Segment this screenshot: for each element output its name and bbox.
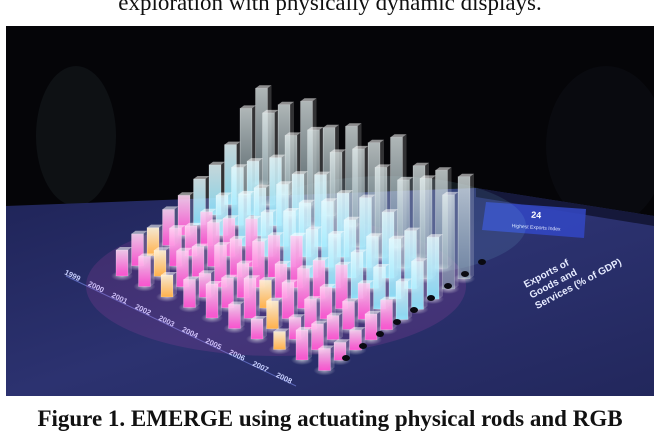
panel-text: Highest Exports Index (511, 223, 561, 232)
control-knob (410, 307, 418, 313)
emerge-photo-illustration: 24 Highest Exports Index 199920002001200… (6, 26, 654, 396)
info-panel: 24 Highest Exports Index (482, 202, 586, 238)
rod (261, 297, 284, 334)
rod (156, 272, 178, 302)
control-knob (376, 331, 384, 337)
figure-caption: Figure 1. EMERGE using actuating physica… (37, 406, 623, 431)
text-above-figure: exploration with physically dynamic disp… (118, 0, 542, 15)
physical-rod-grid (111, 85, 486, 376)
rod (246, 316, 268, 344)
figure-photo: 24 Highest Exports Index 1999 2000 2001 200… (6, 26, 654, 396)
rod (322, 312, 344, 345)
control-knob (478, 259, 486, 265)
rod (111, 247, 133, 281)
rod (223, 301, 246, 334)
rod (268, 328, 291, 355)
control-knob (427, 295, 435, 301)
rod (391, 278, 413, 325)
rod (313, 345, 336, 376)
rod (133, 253, 156, 292)
rod (178, 276, 201, 313)
rod (453, 173, 475, 284)
rod (291, 327, 313, 365)
control-knob (444, 283, 452, 289)
control-knob (342, 355, 350, 361)
rod (375, 296, 398, 335)
control-knob (461, 271, 469, 277)
panel-number: 24 (531, 210, 542, 221)
control-knob (359, 343, 367, 349)
control-knob (393, 319, 401, 325)
year-axis-line (65, 275, 297, 387)
rod (201, 281, 223, 323)
